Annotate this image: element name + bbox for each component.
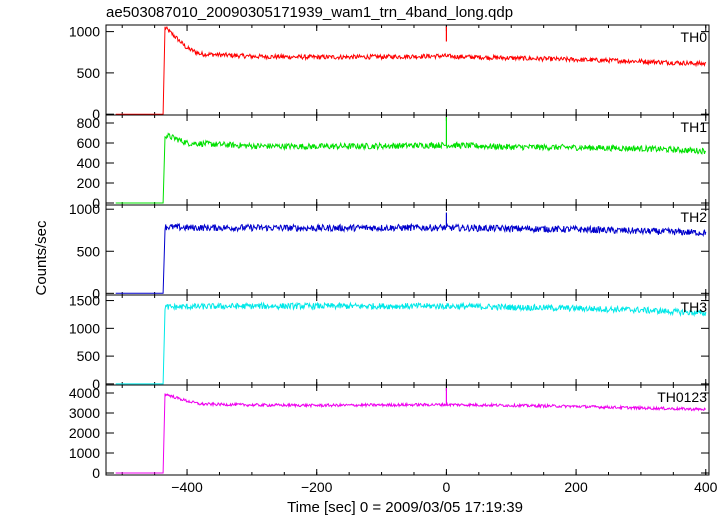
y-tick-label: 600 bbox=[77, 135, 101, 151]
panel-label: TH2 bbox=[681, 209, 708, 225]
y-tick-label: 0 bbox=[92, 195, 100, 211]
panels-group: 0 500 1000 TH0 0 200 400 600 800 TH1 0 500 1000 TH2 0 5… bbox=[69, 24, 718, 495]
panel-label: TH1 bbox=[681, 119, 708, 135]
series-line-th2 bbox=[115, 222, 707, 294]
panel-th3: 0 500 1000 1500 TH3 bbox=[69, 293, 710, 392]
panel-label: TH3 bbox=[681, 299, 708, 315]
x-tick-label: 200 bbox=[564, 479, 588, 495]
y-tick-label: 4000 bbox=[69, 385, 100, 401]
x-tick-label: 0 bbox=[443, 479, 451, 495]
panel-frame bbox=[105, 384, 710, 476]
series-line-th3 bbox=[115, 301, 707, 385]
y-tick-label: 500 bbox=[77, 65, 101, 81]
series-line-th0123 bbox=[115, 393, 707, 474]
y-tick-label: 200 bbox=[77, 175, 101, 191]
x-tick-label: −200 bbox=[301, 479, 333, 495]
panel-frame bbox=[105, 24, 710, 116]
y-tick-label: 0 bbox=[92, 106, 100, 122]
panel-frame bbox=[105, 114, 710, 206]
panel-label: TH0 bbox=[681, 29, 708, 45]
panel-frame bbox=[105, 294, 710, 386]
panel-th2: 0 500 1000 TH2 bbox=[69, 201, 710, 301]
y-tick-label: 1000 bbox=[69, 201, 100, 217]
chart-title: ae503087010_20090305171939_wam1_trn_4ban… bbox=[106, 4, 513, 21]
y-tick-label: 0 bbox=[92, 465, 100, 481]
y-tick-label: 1000 bbox=[69, 24, 100, 40]
y-axis-label: Counts/sec bbox=[33, 220, 50, 296]
panel-th0123: 0 1000 2000 3000 4000 −400 −200 0 200 400 TH0123 bbox=[69, 384, 718, 495]
x-tick-label: 400 bbox=[694, 479, 718, 495]
y-tick-label: 500 bbox=[77, 348, 101, 364]
panel-label: TH0123 bbox=[657, 389, 707, 405]
y-tick-label: 500 bbox=[77, 243, 101, 259]
y-tick-label: 800 bbox=[77, 115, 101, 131]
series-line-th1 bbox=[115, 132, 707, 204]
y-tick-label: 3000 bbox=[69, 405, 100, 421]
y-tick-label: 1000 bbox=[69, 445, 100, 461]
x-axis-label: Time [sec] 0 = 2009/03/05 17:19:39 bbox=[287, 499, 523, 516]
y-tick-label: 1000 bbox=[69, 320, 100, 336]
y-tick-label: 0 bbox=[92, 376, 100, 392]
series-line-th0 bbox=[115, 25, 707, 115]
panel-th1: 0 200 400 600 800 TH1 bbox=[77, 114, 710, 211]
y-tick-label: 1500 bbox=[69, 293, 100, 309]
panel-frame bbox=[105, 204, 710, 296]
y-tick-label: 2000 bbox=[69, 425, 100, 441]
y-tick-label: 0 bbox=[92, 285, 100, 301]
panel-th0: 0 500 1000 TH0 bbox=[69, 24, 710, 122]
x-tick-label: −400 bbox=[171, 479, 203, 495]
y-tick-label: 400 bbox=[77, 155, 101, 171]
